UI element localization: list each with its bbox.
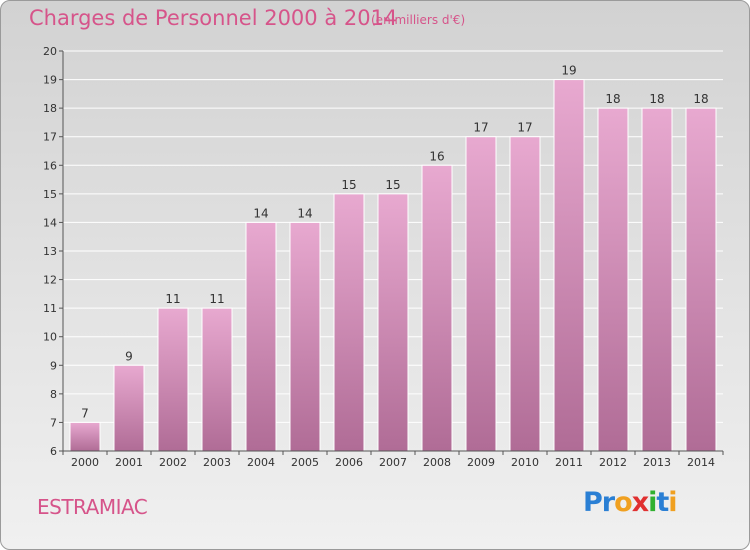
chart-unit-label: (en milliers d'€) bbox=[371, 13, 466, 27]
bar-2003 bbox=[201, 307, 233, 452]
x-tick-label-2005: 2005 bbox=[291, 456, 319, 469]
y-tick-label: 13 bbox=[43, 245, 57, 258]
bar-2005 bbox=[289, 221, 321, 452]
data-label-2009: 17 bbox=[473, 121, 488, 135]
x-tick-label-2011: 2011 bbox=[555, 456, 583, 469]
y-tick-label: 20 bbox=[43, 45, 57, 58]
x-tick-label-2013: 2013 bbox=[643, 456, 671, 469]
data-label-2013: 18 bbox=[649, 92, 664, 106]
bar-2012 bbox=[597, 107, 629, 452]
bar-2007 bbox=[377, 193, 409, 452]
bar-2008 bbox=[421, 164, 453, 452]
logo-letter: r bbox=[601, 487, 615, 518]
data-label-2006: 15 bbox=[341, 178, 356, 192]
bar-2010 bbox=[509, 136, 541, 452]
data-label-2007: 15 bbox=[385, 178, 400, 192]
x-tick-label-2006: 2006 bbox=[335, 456, 363, 469]
y-tick-label: 12 bbox=[43, 274, 57, 287]
bar-2002 bbox=[157, 307, 189, 452]
proxiti-logo: Proxiti bbox=[583, 487, 678, 518]
x-tick-label-2009: 2009 bbox=[467, 456, 495, 469]
chart-title: Charges de Personnel 2000 à 2014 bbox=[29, 6, 398, 30]
x-tick-label-2000: 2000 bbox=[71, 456, 99, 469]
data-label-2001: 9 bbox=[125, 349, 133, 363]
x-tick-label-2007: 2007 bbox=[379, 456, 407, 469]
bar-2011 bbox=[553, 79, 585, 452]
x-tick-label-2008: 2008 bbox=[423, 456, 451, 469]
y-tick-label: 16 bbox=[43, 159, 57, 172]
y-tick-label: 17 bbox=[43, 131, 57, 144]
y-tick-label: 11 bbox=[43, 302, 57, 315]
bar-2001 bbox=[113, 364, 145, 452]
bar-2000 bbox=[69, 421, 101, 452]
logo-letter: i bbox=[648, 487, 657, 518]
data-label-2008: 16 bbox=[429, 149, 444, 163]
data-label-2010: 17 bbox=[517, 121, 532, 135]
data-label-2004: 14 bbox=[253, 206, 268, 220]
logo-letter: x bbox=[631, 487, 649, 518]
x-tick-label-2014: 2014 bbox=[687, 456, 715, 469]
x-tick-label-2012: 2012 bbox=[599, 456, 627, 469]
y-tick-label: 14 bbox=[43, 216, 57, 229]
y-tick-label: 10 bbox=[43, 331, 57, 344]
commune-name: ESTRAMIAC bbox=[37, 495, 148, 519]
data-label-2012: 18 bbox=[605, 92, 620, 106]
x-tick-label-2003: 2003 bbox=[203, 456, 231, 469]
logo-letter: i bbox=[668, 487, 677, 518]
logo-letter: t bbox=[656, 487, 669, 518]
logo-letter: P bbox=[583, 487, 603, 518]
data-label-2014: 18 bbox=[693, 92, 708, 106]
y-tick-label: 18 bbox=[43, 102, 57, 115]
y-tick-label: 8 bbox=[50, 388, 57, 401]
bar-2014 bbox=[685, 107, 717, 452]
x-tick-label-2002: 2002 bbox=[159, 456, 187, 469]
bar-2013 bbox=[641, 107, 673, 452]
x-tick-label-2001: 2001 bbox=[115, 456, 143, 469]
data-label-2000: 7 bbox=[81, 406, 89, 420]
bar-2006 bbox=[333, 193, 365, 452]
y-tick-label: 19 bbox=[43, 74, 57, 87]
y-tick-label: 7 bbox=[50, 416, 57, 429]
bar-2009 bbox=[465, 136, 497, 452]
y-tick-label: 6 bbox=[50, 445, 57, 458]
x-tick-label-2004: 2004 bbox=[247, 456, 275, 469]
data-label-2005: 14 bbox=[297, 206, 312, 220]
data-label-2003: 11 bbox=[209, 292, 224, 306]
logo-letter: o bbox=[614, 487, 633, 518]
bar-2004 bbox=[245, 221, 277, 452]
y-tick-label: 9 bbox=[50, 359, 57, 372]
data-label-2002: 11 bbox=[165, 292, 180, 306]
data-label-2011: 19 bbox=[561, 64, 576, 78]
y-tick-label: 15 bbox=[43, 188, 57, 201]
x-tick-label-2010: 2010 bbox=[511, 456, 539, 469]
